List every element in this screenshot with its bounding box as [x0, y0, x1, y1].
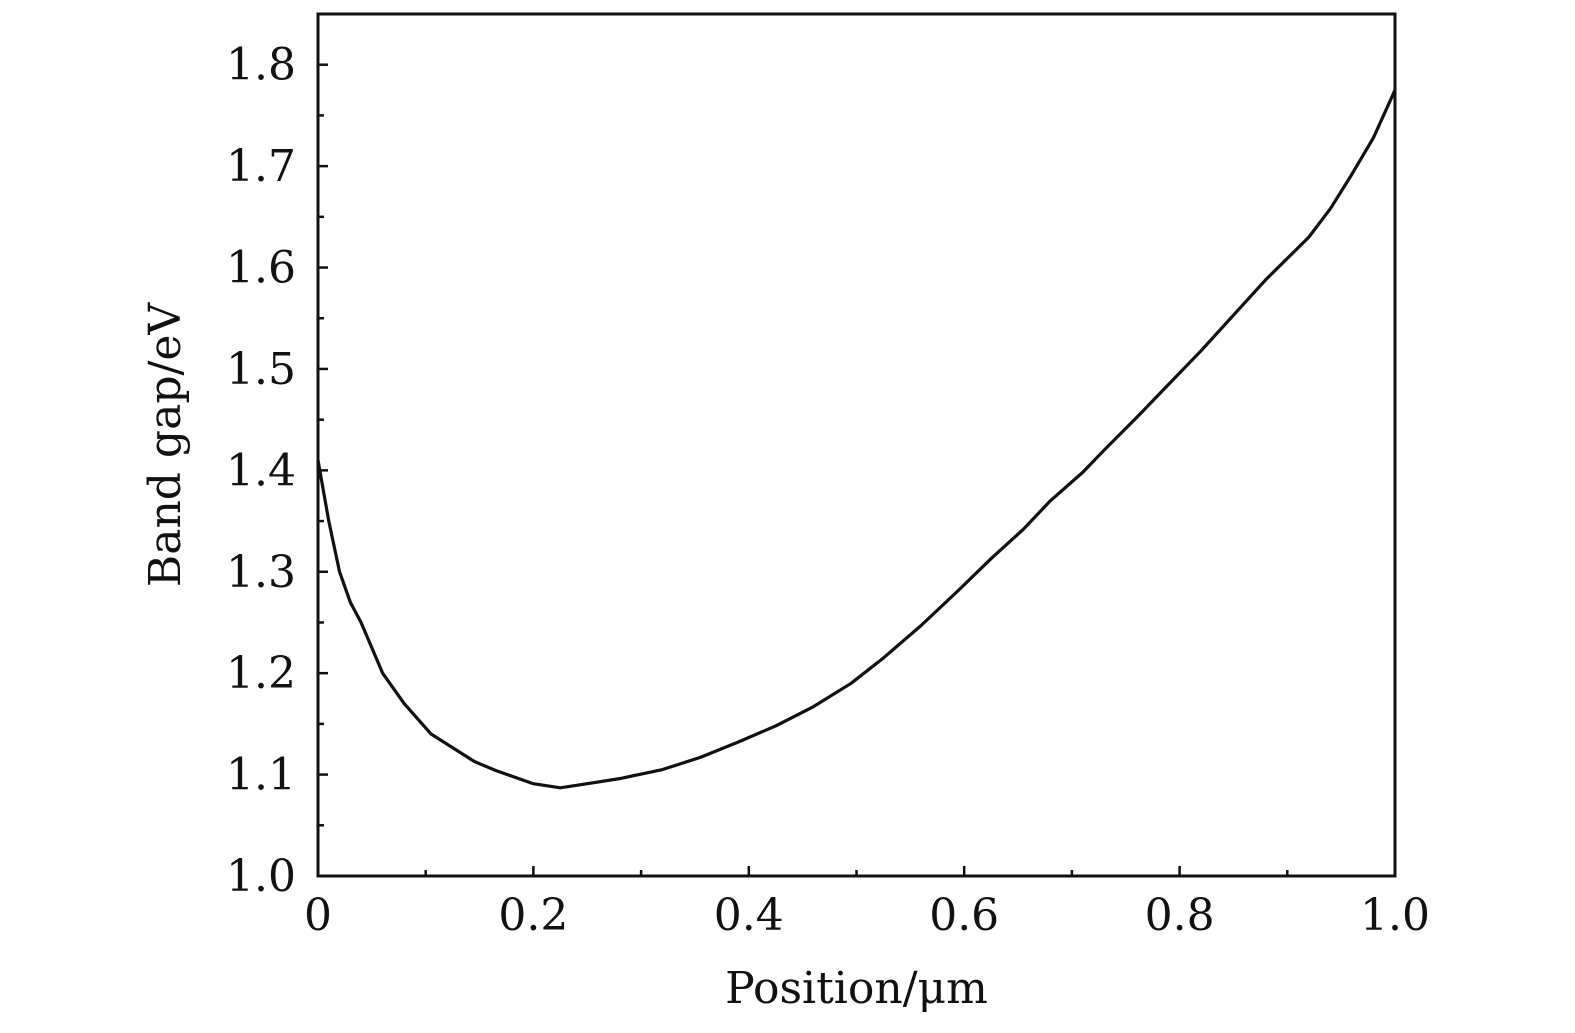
y-tick-label: 1.5 — [226, 344, 296, 395]
x-tick-label: 0 — [304, 890, 332, 941]
tick-labels: 0 0.2 0.4 0.6 0.8 1.0 1.0 1.1 1.2 1.3 1.4 1.5 1.6 1.7… — [226, 40, 1430, 941]
x-tick-label: 0.4 — [714, 890, 784, 941]
band-gap-line — [316, 88, 1397, 790]
plot-frame — [316, 12, 1397, 878]
y-tick-label: 1.8 — [226, 40, 296, 91]
y-tick-label: 1.4 — [226, 445, 296, 496]
y-tick-label: 1.3 — [226, 547, 296, 598]
x-tick-label: 0.8 — [1145, 890, 1215, 941]
y-tick-label: 1.2 — [226, 648, 296, 699]
axis-ticks — [316, 12, 1397, 878]
x-tick-label: 0.6 — [929, 890, 999, 941]
y-tick-label: 1.7 — [226, 141, 296, 192]
x-axis-title: Position/μm — [725, 963, 988, 1014]
x-tick-label: 0.2 — [498, 890, 568, 941]
x-tick-label: 1.0 — [1360, 890, 1430, 941]
y-tick-label: 1.0 — [226, 851, 296, 902]
y-tick-label: 1.6 — [226, 243, 296, 294]
y-tick-label: 1.1 — [226, 750, 296, 801]
y-axis-title: Band gap/eV — [140, 302, 191, 587]
